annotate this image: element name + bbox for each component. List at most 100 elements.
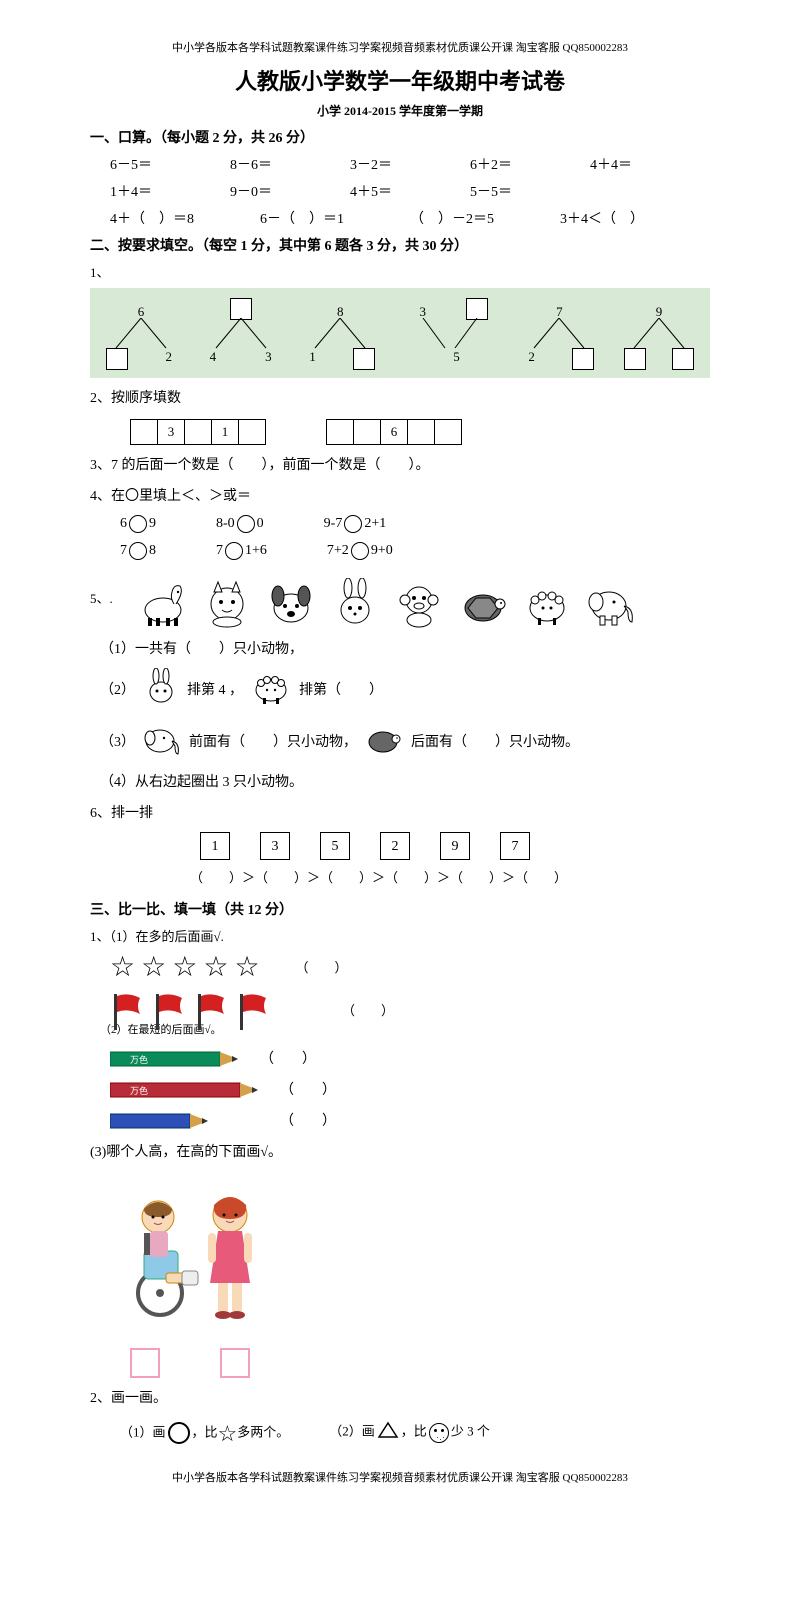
answer-box (130, 1348, 160, 1378)
calc-item: 1＋4＝ (110, 182, 190, 203)
svg-text:万色: 万色 (130, 1085, 148, 1096)
draw-row: （1）画，比☆多两个。 （2）画，比少 3 个 (90, 1417, 710, 1450)
animal-sheep-icon (517, 575, 577, 631)
rank-box: 3 (260, 832, 290, 860)
section3-heading: 三、比一比、填一填（共 12 分） (90, 900, 710, 921)
tree-box (624, 348, 646, 370)
q5-sub4: （4）从右边起圈出 3 只小动物。 (90, 772, 710, 793)
calc-item: 8－6＝ (230, 155, 310, 176)
draw-2: （2）画 ，比 少 3 个 (329, 1421, 490, 1445)
seq-cell: 6 (380, 419, 408, 445)
text: 前面有（ ）只小动物， (189, 732, 357, 753)
star-icon: ☆ (218, 1417, 238, 1450)
calc-row-3: 4＋（ ）＝8 6－（ ）＝1 （ ）－2＝5 3＋4＜（ ） (90, 209, 710, 230)
tree-4: 3 5 (405, 302, 495, 362)
calc-item: 4＋4＝ (590, 155, 670, 176)
tree-box (353, 348, 375, 370)
q2-5-label: 5、. (90, 589, 113, 609)
tree-5: 7 2 (524, 302, 594, 362)
compare-item: 7+29+0 (327, 540, 393, 561)
seq-cell: 3 (157, 419, 185, 445)
tree-val: 5 (453, 347, 460, 367)
subtitle: 小学 2014-2015 学年度第一学期 (90, 102, 710, 120)
text: （3） (100, 732, 135, 753)
compare-item: 71+6 (216, 540, 267, 561)
q3-2: 2、画一画。 (90, 1388, 710, 1409)
q2-1-label: 1、 (90, 263, 710, 283)
text: ，比 (192, 1424, 218, 1439)
tree-val: 2 (528, 347, 535, 367)
tree-val: 4 (210, 347, 217, 367)
section1-heading: 一、口算。（每小题 2 分，共 26 分） (90, 128, 710, 149)
animal-horse-icon (133, 575, 193, 631)
star-icon: ☆ (110, 954, 135, 982)
tree-box (466, 298, 488, 320)
text: ，比 (401, 1424, 427, 1439)
rank-box: 2 (380, 832, 410, 860)
circle-icon (168, 1422, 190, 1444)
paren: （ ） (296, 958, 348, 978)
paren: （ ） (260, 1049, 316, 1070)
calc-item: 4＋（ ）＝8 (110, 209, 220, 230)
flag-icon (236, 990, 272, 1032)
calc-item: 6－5＝ (110, 155, 190, 176)
calc-item: 6－（ ）＝1 (260, 209, 370, 230)
tree-val: 3 (265, 347, 272, 367)
animal-monkey-icon (389, 575, 449, 631)
q2-3: 3、7 的后面一个数是（ ），前面一个数是（ ）。 (90, 455, 710, 476)
tree-diagram-area: 6 2 4 3 8 1 3 5 7 2 (90, 288, 710, 378)
text: 排第 4 ， (187, 680, 243, 701)
animal-cat-icon (197, 575, 257, 631)
tree-3: 8 1 (305, 302, 375, 362)
seq-table-1: 3 1 (130, 419, 266, 445)
text: 少 3 个 (451, 1424, 490, 1439)
rank-box: 9 (440, 832, 470, 860)
tree-1: 6 2 (106, 302, 176, 362)
pencil-icon: 万色 (110, 1080, 260, 1100)
paren: （ ） (280, 1080, 336, 1101)
flag-icon (194, 990, 230, 1032)
compare-item: 78 (120, 540, 156, 561)
seq-cell (238, 419, 266, 445)
tree-box (106, 348, 128, 370)
smiley-icon (429, 1423, 449, 1443)
compare-row-2: 78 71+6 7+29+0 (90, 540, 710, 561)
animal-elephant-icon (581, 575, 641, 631)
seq-cell (130, 419, 158, 445)
flag-icon (152, 990, 188, 1032)
seq-tables: 3 1 6 (90, 419, 710, 445)
rank-box: 5 (320, 832, 350, 860)
calc-item: 3＋4＜（ ） (560, 209, 644, 230)
svg-text:万色: 万色 (130, 1054, 148, 1065)
pink-boxes (90, 1348, 710, 1378)
tree-val: 2 (166, 347, 173, 367)
flag-icon (110, 990, 146, 1032)
rank-paren: （ ）＞（ ）＞（ ）＞（ ）＞（ ）＞（ ） (90, 868, 710, 888)
tree-val: 1 (309, 347, 316, 367)
q5-sub2: （2） 排第 4 ， 排第（ ） (90, 668, 710, 713)
rank-box: 1 (200, 832, 230, 860)
star-icon: ☆ (172, 954, 197, 982)
seq-cell (184, 419, 212, 445)
seq-cell: 1 (211, 419, 239, 445)
calc-row-1: 6－5＝ 8－6＝ 3－2＝ 6＋2＝ 4＋4＝ (90, 155, 710, 176)
text: （2）画 (329, 1424, 375, 1439)
compare-row-1: 69 8-00 9-72+1 (90, 513, 710, 534)
rank-box: 7 (500, 832, 530, 860)
pencil-icon (110, 1111, 210, 1131)
calc-item: （ ）－2＝5 (410, 209, 520, 230)
flags-row: （ ） (90, 990, 710, 1032)
kids-image (90, 1173, 710, 1340)
animal-rabbit-icon (325, 575, 385, 631)
calc-item: 4＋5＝ (350, 182, 430, 203)
star-icon: ☆ (234, 954, 259, 982)
q5-sub3: （3） 前面有（ ）只小动物， 后面有（ ）只小动物。 (90, 721, 710, 764)
text: 排第（ ） (299, 680, 383, 701)
compare-item: 9-72+1 (324, 513, 387, 534)
header-note: 中小学各版本各学科试题教案课件练习学案视频音频素材优质课公开课 淘宝客服 QQ8… (90, 40, 710, 57)
stars-row: ☆ ☆ ☆ ☆ ☆ （ ） (90, 954, 710, 982)
calc-item: 6＋2＝ (470, 155, 550, 176)
pencil-row-3: （ ） (90, 1111, 710, 1132)
tree-6: 9 (624, 302, 694, 362)
q3-1-3: (3)哪个人高，在高的下面画√。 (90, 1142, 710, 1163)
